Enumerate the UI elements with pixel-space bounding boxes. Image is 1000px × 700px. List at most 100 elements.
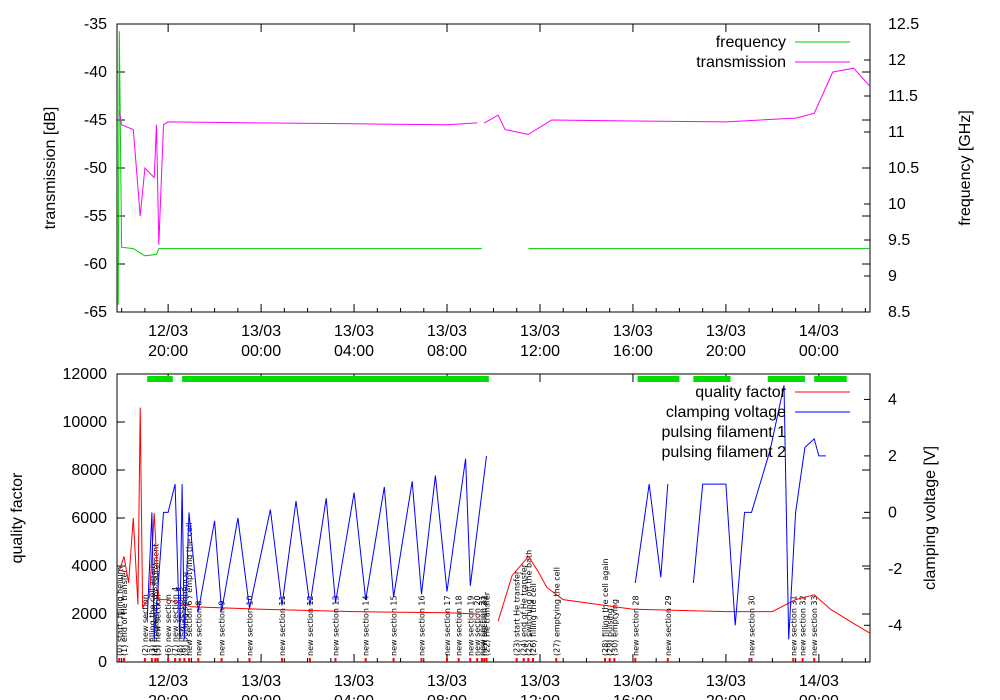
top-y2-tick-label: 11	[888, 124, 905, 141]
top-y-tick-label: -50	[84, 160, 107, 177]
event-annotation-label: new section 30	[748, 595, 757, 656]
bottom-y-tick-label: 8000	[71, 462, 107, 479]
bottom-x-tick-time: 04:00	[334, 693, 374, 700]
top-x-tick-day: 13/03	[427, 323, 467, 340]
legend-quality-factor-label: quality factor	[695, 384, 786, 401]
bottom-x-tick-day: 13/03	[613, 673, 653, 690]
bottom-y2-tick-label: 0	[888, 504, 897, 521]
bottom-series	[118, 385, 871, 640]
event-annotation-label: (6) new section	[164, 594, 173, 656]
event-annotation-label: new section 6 / emptying the cell	[185, 523, 194, 656]
top-y2-tick-label: 8.5	[888, 304, 910, 321]
bottom-y2-tick-label: -4	[888, 617, 902, 634]
bottom-x-tick-day: 13/03	[427, 673, 467, 690]
event-annotation-label: (26) filling the cell	[529, 583, 538, 656]
top-x-tick-time: 20:00	[148, 343, 188, 360]
event-annotation-label: new section 11	[278, 595, 287, 656]
bottom-x-tick-time: 20:00	[706, 693, 746, 700]
bottom-y-tick-label: 10000	[63, 414, 108, 431]
event-annotation-label: new section 33	[810, 595, 819, 656]
legend-pulsing-filament-1-label: pulsing filament 1	[661, 424, 786, 441]
bottom-x-tick-day: 13/03	[334, 673, 374, 690]
event-annotation-label: new section 14	[362, 595, 371, 656]
top-y2-tick-label: 12	[888, 52, 906, 69]
top-x-tick-time: 20:00	[706, 343, 746, 360]
bottom-x-tick-time: 16:00	[613, 693, 653, 700]
top-x-tick-time: 00:00	[799, 343, 839, 360]
frequency-line	[117, 31, 870, 305]
event-annotation-label: new section 21	[478, 595, 487, 656]
bottom-x-tick-time: 00:00	[241, 693, 281, 700]
event-annotation-label: (25) switching off the bath	[524, 550, 533, 656]
top-y2-tick-label: 9.5	[888, 232, 910, 249]
top-y2-tick-label: 12.5	[888, 16, 919, 33]
event-annotation-label: new section 18	[455, 595, 464, 656]
event-annotation-label: (30) emptying	[610, 599, 619, 656]
bottom-y-tick-label: 0	[98, 654, 107, 671]
event-annotation-label: (24) end of He transfer	[520, 563, 529, 656]
event-annotation-label: new section 31	[789, 595, 798, 656]
top-y-tick-label: -40	[84, 64, 107, 81]
bottom-y2-tick-label: 4	[888, 391, 897, 408]
bottom-y2-tick-label: -2	[888, 561, 902, 578]
legend-transmission-label: transmission	[696, 54, 786, 71]
top-y-axis-label: transmission [dB]	[42, 107, 59, 230]
legend-frequency-label: frequency	[716, 34, 786, 51]
event-annotation-label: new section 19	[466, 595, 475, 656]
bottom-y2-axis-label: clamping voltage [V]	[922, 446, 939, 590]
top-y2-tick-label: 10.5	[888, 160, 919, 177]
event-annotations: (0) start: filling helium(1) end of He t…	[115, 523, 819, 662]
bottom-x-tick-time: 20:00	[148, 693, 188, 700]
transmission-line	[118, 67, 871, 245]
top-x-tick-time: 00:00	[241, 343, 281, 360]
event-annotation-label: (23) start He transfer	[513, 570, 522, 656]
event-annotation-label: (29) pulsing	[606, 608, 615, 656]
top-x-tick-time: 04:00	[334, 343, 374, 360]
event-annotation-label: new section 10	[246, 595, 255, 656]
event-annotation-label: (5) new section	[154, 594, 163, 656]
quality-clamping-panel: 0 2000 4000 6000 8000 10000 12000 -4 -2 0 2 4 12/03 2…	[9, 366, 939, 700]
event-annotation-label: new section 32	[799, 595, 808, 656]
top-x-tick-time: 12:00	[520, 343, 560, 360]
bottom-x-tick-day: 13/03	[706, 673, 746, 690]
bottom-y-tick-label: 12000	[63, 366, 108, 383]
top-x-tick-time: 16:00	[613, 343, 653, 360]
bottom-y-tick-label: 6000	[71, 510, 107, 527]
event-annotation-label: (28) filling the cell again	[601, 558, 610, 656]
bottom-axes: 0 2000 4000 6000 8000 10000 12000 -4 -2 0 2 4 12/03 2…	[63, 366, 903, 700]
event-annotation-label: (0) start: filling helium	[115, 566, 124, 656]
event-annotation-label: new section 17	[443, 595, 452, 656]
event-annotation-label: (27) emptying the cell	[552, 567, 561, 656]
top-y-tick-label: -60	[84, 256, 107, 273]
event-annotation-label: new section 13	[332, 595, 341, 656]
top-x-tick-day: 13/03	[706, 323, 746, 340]
bottom-legend: quality factor clamping voltage pulsing …	[661, 384, 850, 461]
event-annotation-label: new section 22	[480, 595, 489, 656]
bottom-x-tick-time: 08:00	[427, 693, 467, 700]
top-y2-tick-label: 9	[888, 268, 897, 285]
bottom-y2-tick-label: 2	[888, 448, 897, 465]
event-annotation-label: new section 9	[218, 600, 227, 656]
top-legend: frequency transmission	[696, 34, 850, 71]
event-annotation-label: new section 8	[194, 600, 203, 656]
bottom-y-tick-label: 4000	[71, 558, 107, 575]
bottom-y-tick-label: 2000	[71, 606, 107, 623]
top-x-tick-time: 08:00	[427, 343, 467, 360]
event-annotation-label: (22) He transfer	[483, 591, 492, 656]
top-y-tick-label: -35	[84, 16, 107, 33]
event-annotation-label: (4) frequency measurement	[151, 544, 160, 656]
event-annotation-label: new section 29	[664, 595, 673, 656]
bottom-x-tick-day: 13/03	[241, 673, 281, 690]
top-x-tick-day: 13/03	[613, 323, 653, 340]
event-annotation-label: new section 15	[390, 595, 399, 656]
bottom-x-tick-day: 14/03	[799, 673, 839, 690]
legend-pulsing-filament-2-label: pulsing filament 2	[661, 444, 786, 461]
transmission-frequency-panel: -65 -60 -55 -50 -45 -40 -35 8.5 9 9.5 10 10.5 11 11.5…	[42, 16, 974, 360]
top-y2-axis-label: frequency [GHz]	[957, 110, 974, 226]
top-x-tick-day: 13/03	[334, 323, 374, 340]
bottom-x-tick-time: 00:00	[799, 693, 839, 700]
event-annotation-label: (2) new section	[141, 594, 150, 656]
clamping-voltage-line	[146, 385, 826, 640]
event-annotation-label: (3) filling the cell again	[148, 564, 157, 656]
top-axes: -65 -60 -55 -50 -45 -40 -35 8.5 9 9.5 10 10.5 11 11.5…	[84, 16, 919, 360]
